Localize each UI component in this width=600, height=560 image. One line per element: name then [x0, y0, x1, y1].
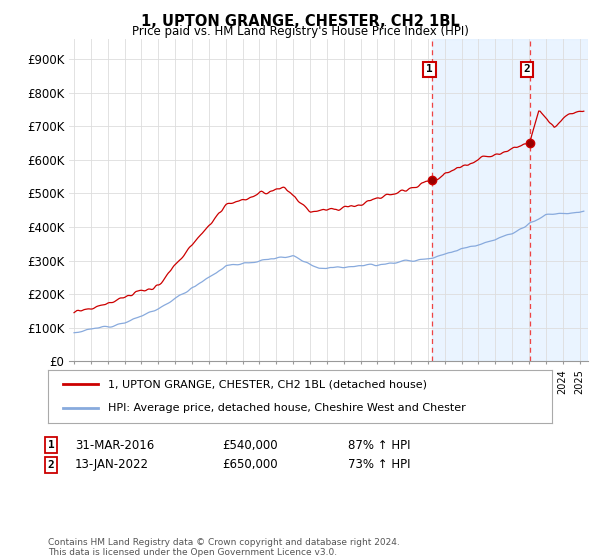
Bar — [432, 39, 588, 361]
Text: 1: 1 — [47, 440, 55, 450]
Text: 73% ↑ HPI: 73% ↑ HPI — [348, 458, 410, 472]
Text: 13-JAN-2022: 13-JAN-2022 — [75, 458, 149, 472]
Text: £540,000: £540,000 — [222, 438, 278, 452]
Text: 1: 1 — [426, 64, 433, 74]
Text: 87% ↑ HPI: 87% ↑ HPI — [348, 438, 410, 452]
Text: 1, UPTON GRANGE, CHESTER, CH2 1BL: 1, UPTON GRANGE, CHESTER, CH2 1BL — [140, 14, 460, 29]
Text: £650,000: £650,000 — [222, 458, 278, 472]
Text: 2: 2 — [524, 64, 530, 74]
Text: Contains HM Land Registry data © Crown copyright and database right 2024.
This d: Contains HM Land Registry data © Crown c… — [48, 538, 400, 557]
Text: 2: 2 — [47, 460, 55, 470]
Text: 1, UPTON GRANGE, CHESTER, CH2 1BL (detached house): 1, UPTON GRANGE, CHESTER, CH2 1BL (detac… — [109, 380, 427, 390]
Text: HPI: Average price, detached house, Cheshire West and Chester: HPI: Average price, detached house, Ches… — [109, 403, 466, 413]
Text: Price paid vs. HM Land Registry's House Price Index (HPI): Price paid vs. HM Land Registry's House … — [131, 25, 469, 38]
Text: 31-MAR-2016: 31-MAR-2016 — [75, 438, 154, 452]
